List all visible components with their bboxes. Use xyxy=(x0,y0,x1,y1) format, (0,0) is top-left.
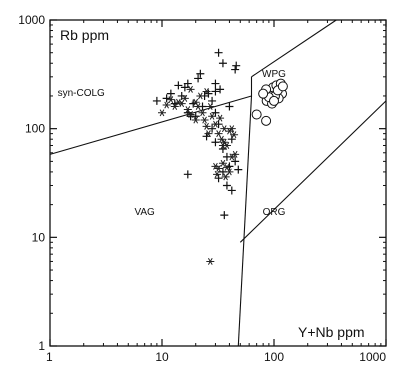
star-point xyxy=(170,103,179,110)
star-point xyxy=(214,165,223,172)
star-point xyxy=(194,103,203,110)
plus-point xyxy=(152,96,161,105)
y-axis-label: Rb ppm xyxy=(60,27,109,43)
field-label: WPG xyxy=(262,69,286,80)
plus-point xyxy=(211,79,220,88)
x-tick-label: 10 xyxy=(155,350,169,364)
plus-point xyxy=(196,69,205,78)
plus-point xyxy=(218,59,227,68)
star-point xyxy=(162,101,171,109)
y-tick-label: 10 xyxy=(32,230,46,244)
plus-point xyxy=(211,138,220,147)
plus-point xyxy=(234,165,243,174)
star-point xyxy=(214,130,223,138)
circle-point xyxy=(277,81,288,92)
star-point xyxy=(220,138,229,146)
axis-ticks xyxy=(49,19,387,347)
star-point xyxy=(231,150,240,158)
star-point xyxy=(217,135,226,143)
plus-point xyxy=(191,112,200,121)
star-point xyxy=(218,142,227,149)
star-point xyxy=(204,130,213,138)
plus-point xyxy=(231,157,240,166)
x-axis-label: Y+Nb ppm xyxy=(298,324,365,340)
star-point xyxy=(186,111,195,118)
field-labels: syn-COLG WPG VAG ORG xyxy=(58,69,287,218)
star-point xyxy=(221,173,230,181)
star-point xyxy=(211,120,220,128)
boundary-line-4 xyxy=(239,100,387,243)
boundary-line-3 xyxy=(237,95,253,347)
star-point xyxy=(227,125,236,133)
plus-point xyxy=(232,61,241,70)
circle-point xyxy=(251,109,262,120)
star-point xyxy=(213,170,222,178)
star-point xyxy=(198,109,207,117)
plus-point xyxy=(220,211,229,220)
x-tick-label: 1000 xyxy=(359,350,386,364)
circle-point xyxy=(258,88,269,99)
star-point xyxy=(230,131,239,139)
plus-point xyxy=(227,186,236,195)
plus-point xyxy=(231,65,240,74)
x-tick-label: 1 xyxy=(46,350,53,364)
star-point xyxy=(202,122,211,130)
star-point xyxy=(206,257,215,265)
field-label: syn-COLG xyxy=(58,88,105,99)
star-point xyxy=(225,168,234,176)
star-point xyxy=(186,85,195,93)
star-point xyxy=(200,116,209,124)
plus-point xyxy=(211,87,220,96)
plus-point xyxy=(214,48,223,57)
data-points xyxy=(152,48,288,265)
star-point xyxy=(166,96,175,104)
plus-point xyxy=(166,89,175,98)
plus-point xyxy=(227,135,236,144)
plus-point xyxy=(162,94,171,103)
field-boundaries xyxy=(49,19,387,347)
star-point xyxy=(180,94,189,102)
field-label: ORG xyxy=(263,207,286,218)
star-point xyxy=(191,116,200,124)
field-label: VAG xyxy=(134,207,155,218)
plus-point xyxy=(211,108,220,117)
plus-point xyxy=(222,181,231,190)
plus-point xyxy=(183,170,192,179)
plus-point xyxy=(208,124,217,133)
y-tick-label: 1000 xyxy=(18,13,45,27)
star-point xyxy=(208,112,217,120)
plus-point xyxy=(225,102,234,111)
tick-labels: 1 10 100 1000 1 10 100 1000 xyxy=(18,13,386,364)
boundary-line-2 xyxy=(251,19,337,78)
plus-point xyxy=(194,74,203,83)
star-point xyxy=(196,92,205,100)
plus-point xyxy=(214,174,223,183)
star-point xyxy=(202,87,211,95)
star-point xyxy=(218,159,227,167)
star-point xyxy=(220,125,229,133)
y-tick-label: 100 xyxy=(25,122,45,136)
circle-point xyxy=(269,95,279,106)
x-tick-label: 100 xyxy=(264,350,284,364)
star-point xyxy=(158,109,166,117)
plus-point xyxy=(174,81,183,90)
plus-point xyxy=(216,85,225,94)
plot-frame xyxy=(49,19,387,347)
circle-point xyxy=(261,115,272,126)
star-point xyxy=(206,103,215,110)
plus-point xyxy=(183,79,192,88)
y-tick-label: 1 xyxy=(38,339,45,353)
star-point xyxy=(216,114,225,122)
